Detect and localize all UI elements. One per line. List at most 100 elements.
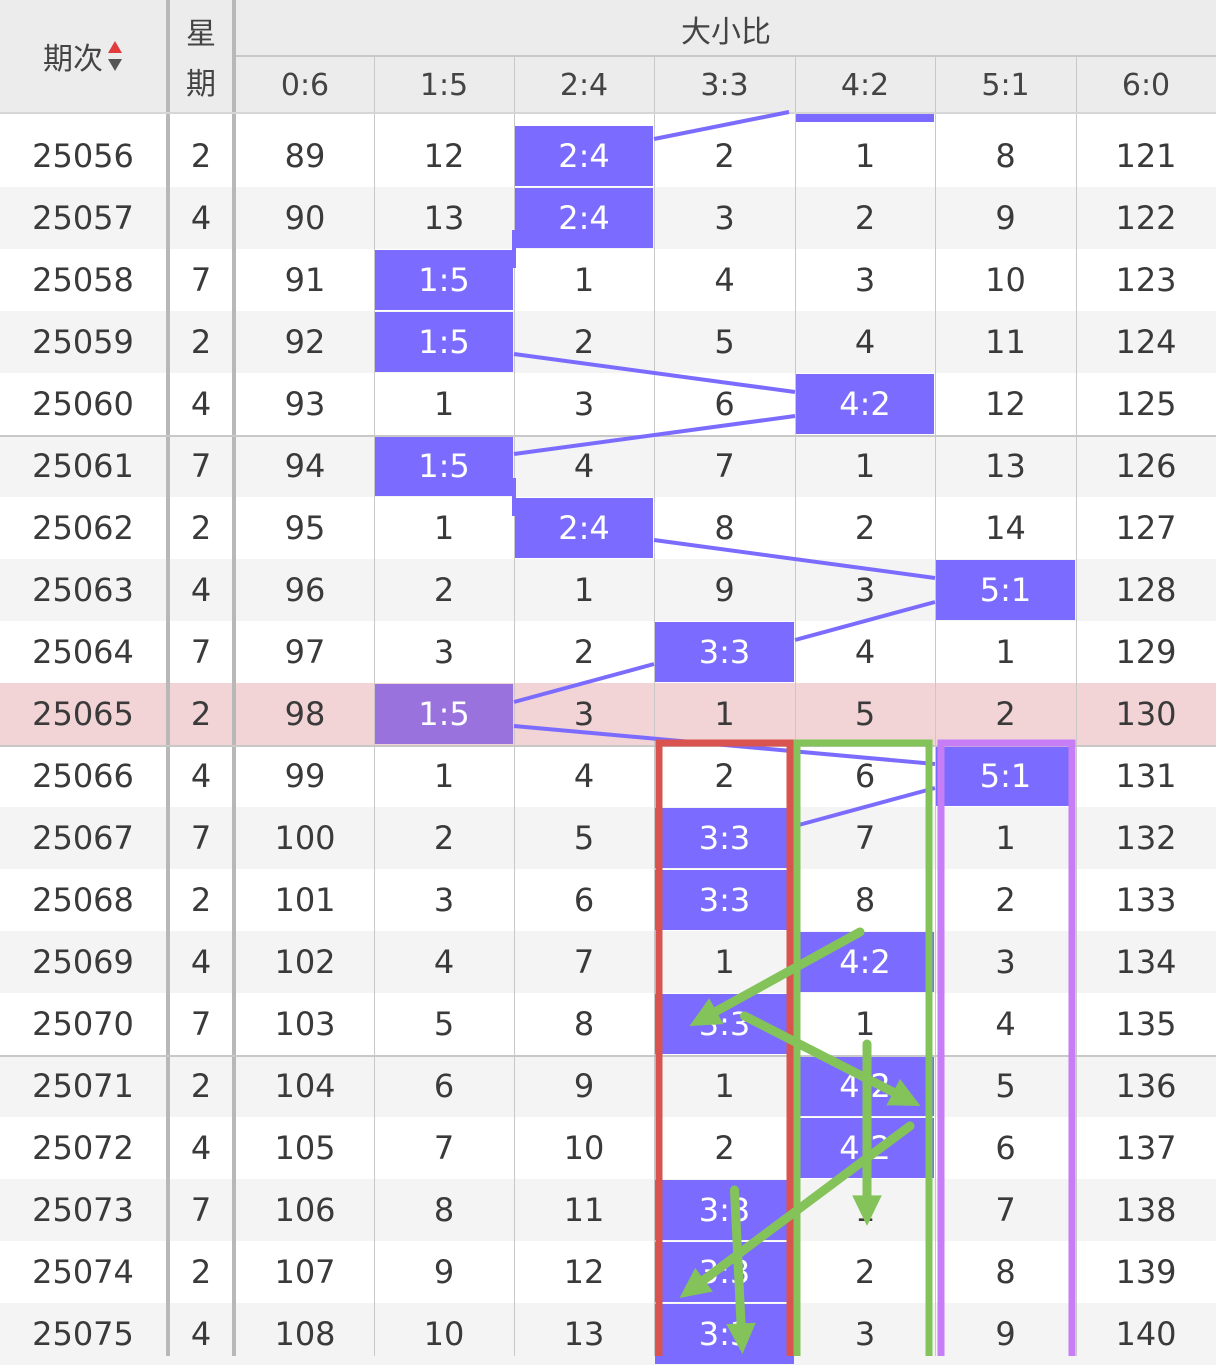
period-cell: 25069 <box>32 943 134 981</box>
miss-count-cell: 8 <box>573 1005 595 1043</box>
hit-marker-bg <box>655 622 794 682</box>
period-header-label: 期次 <box>43 42 103 77</box>
miss-count-cell: 4 <box>854 323 876 361</box>
miss-count-cell: 12 <box>563 1253 605 1291</box>
miss-count-cell: 125 <box>1115 385 1177 423</box>
grid-line-horizontal <box>0 1055 1216 1057</box>
table-row[interactable]: 25064 7 97 3 2 3:3 4 1 129 <box>0 621 1216 683</box>
miss-count-cell: 2 <box>714 757 735 795</box>
miss-count-cell: 1 <box>854 447 876 485</box>
table-row[interactable]: 25059 2 92 1:5 2 5 4 11 124 <box>0 311 1216 373</box>
miss-count-cell: 130 <box>1115 695 1177 733</box>
miss-count-cell: 9 <box>714 571 735 609</box>
hit-marker-bg <box>796 932 934 992</box>
table-row[interactable]: 25069 4 102 4 7 1 4:2 3 134 <box>0 931 1216 993</box>
miss-count-cell: 100 <box>274 819 336 857</box>
miss-count-cell: 14 <box>985 509 1026 547</box>
miss-count-cell: 2 <box>573 633 595 671</box>
miss-count-cell: 99 <box>284 757 326 795</box>
table-row[interactable]: 25061 7 94 1:5 4 7 1 13 126 <box>0 435 1216 497</box>
period-sort-header[interactable]: 期次 <box>0 0 166 112</box>
miss-count-cell: 1 <box>854 137 876 175</box>
grid-line-vertical <box>795 56 796 1356</box>
weekday-cell: 7 <box>190 819 212 857</box>
table-row[interactable]: 25075 4 108 10 13 3:3 3 9 140 <box>0 1303 1216 1365</box>
column-header-0-6: 0:6 <box>280 67 330 103</box>
table-row[interactable]: 25074 2 107 9 12 3:3 2 8 139 <box>0 1241 1216 1303</box>
miss-count-cell: 7 <box>854 819 876 857</box>
grid-line-vertical <box>935 56 936 1356</box>
table-row[interactable]: 25070 7 103 5 8 3:3 1 4 135 <box>0 993 1216 1055</box>
miss-count-cell: 3 <box>433 881 455 919</box>
miss-count-cell: 11 <box>563 1191 605 1229</box>
miss-count-cell: 13 <box>423 199 465 237</box>
table-row[interactable]: 2507121046914:25136 <box>0 1055 1216 1117</box>
period-cell: 25058 <box>32 261 134 299</box>
miss-count-cell: 1 <box>433 757 455 795</box>
highlight-box-green <box>793 739 933 1356</box>
miss-count-cell: 5 <box>714 323 735 361</box>
miss-count-cell: 137 <box>1115 1129 1177 1167</box>
table-row[interactable]: 25062 2 95 1 2:4 8 2 14 127 <box>0 497 1216 559</box>
period-cell: 25062 <box>32 509 134 547</box>
miss-count-cell: 122 <box>1115 199 1177 237</box>
column-header-2-4: 2:4 <box>559 67 609 103</box>
hit-marker-bg <box>375 436 513 496</box>
period-cell: 25070 <box>32 1005 134 1043</box>
period-cell: 25064 <box>32 633 134 671</box>
table-row[interactable]: 25060 4 93 1 3 6 4:2 12 125 <box>0 373 1216 435</box>
column-header-3-3: 3:3 <box>700 67 749 103</box>
miss-count-cell: 7 <box>995 1191 1016 1229</box>
hit-cell: 1:5 <box>418 447 470 485</box>
trend-line <box>653 110 790 141</box>
miss-count-cell: 127 <box>1115 509 1177 547</box>
grid-line-horizontal <box>0 745 1216 747</box>
green-arrow-line <box>708 927 865 1018</box>
column-header-6-0: 6:0 <box>1121 67 1171 103</box>
highlight-box-purple <box>937 739 1076 1356</box>
miss-count-cell: 4 <box>854 633 876 671</box>
period-cell: 25073 <box>32 1191 134 1229</box>
weekday-cell: 4 <box>190 757 212 795</box>
miss-count-cell: 6 <box>573 881 595 919</box>
sort-arrows-icon[interactable] <box>107 39 123 73</box>
table-row[interactable]: 25067 7 100 2 5 3:3 7 1 132 <box>0 807 1216 869</box>
hit-cell: 3:3 <box>698 1191 751 1229</box>
miss-count-cell: 9 <box>573 1067 595 1105</box>
period-cell: 25072 <box>32 1129 134 1167</box>
period-cell: 25061 <box>32 447 134 485</box>
miss-count-cell: 4 <box>995 1005 1016 1043</box>
miss-count-cell: 10 <box>985 261 1026 299</box>
table-row[interactable]: 25057 4 90 13 2:4 3 2 9 122 <box>0 187 1216 249</box>
miss-count-cell: 134 <box>1115 943 1177 981</box>
miss-count-cell: 13 <box>985 447 1026 485</box>
grid-line-horizontal <box>0 112 1216 114</box>
hit-marker-bg <box>655 870 794 930</box>
divider-vertical <box>166 0 170 1356</box>
table-row[interactable]: 25056 2 89 12 2:4 2 1 8 121 <box>0 125 1216 187</box>
miss-count-cell: 103 <box>274 1005 336 1043</box>
table-row[interactable]: 25066 4 99 1 4 2 6 5:1 131 <box>0 745 1216 807</box>
table-row[interactable]: 25068 2 101 3 6 3:3 8 2 133 <box>0 869 1216 931</box>
miss-count-cell: 11 <box>985 323 1026 361</box>
miss-count-cell: 91 <box>284 261 326 299</box>
weekday-cell: 7 <box>190 633 212 671</box>
table-row[interactable]: 25058 7 91 1:5 1 4 3 10 123 <box>0 249 1216 311</box>
period-cell: 25063 <box>32 571 134 609</box>
hit-marker-bg <box>375 312 513 372</box>
miss-count-cell: 8 <box>433 1191 455 1229</box>
hit-marker-bg <box>655 1304 794 1364</box>
weekday-cell: 4 <box>190 943 212 981</box>
period-cell: 25057 <box>32 199 134 237</box>
miss-count-cell: 124 <box>1115 323 1177 361</box>
miss-count-cell: 1 <box>573 261 595 299</box>
miss-count-cell: 1 <box>995 633 1016 671</box>
table-row[interactable]: 25063 4 96 2 1 9 3 5:1 128 <box>0 559 1216 621</box>
hit-marker-bg <box>515 126 653 186</box>
miss-count-cell: 2 <box>854 1253 876 1291</box>
miss-count-cell: 2 <box>573 323 595 361</box>
miss-count-cell: 7 <box>433 1129 455 1167</box>
